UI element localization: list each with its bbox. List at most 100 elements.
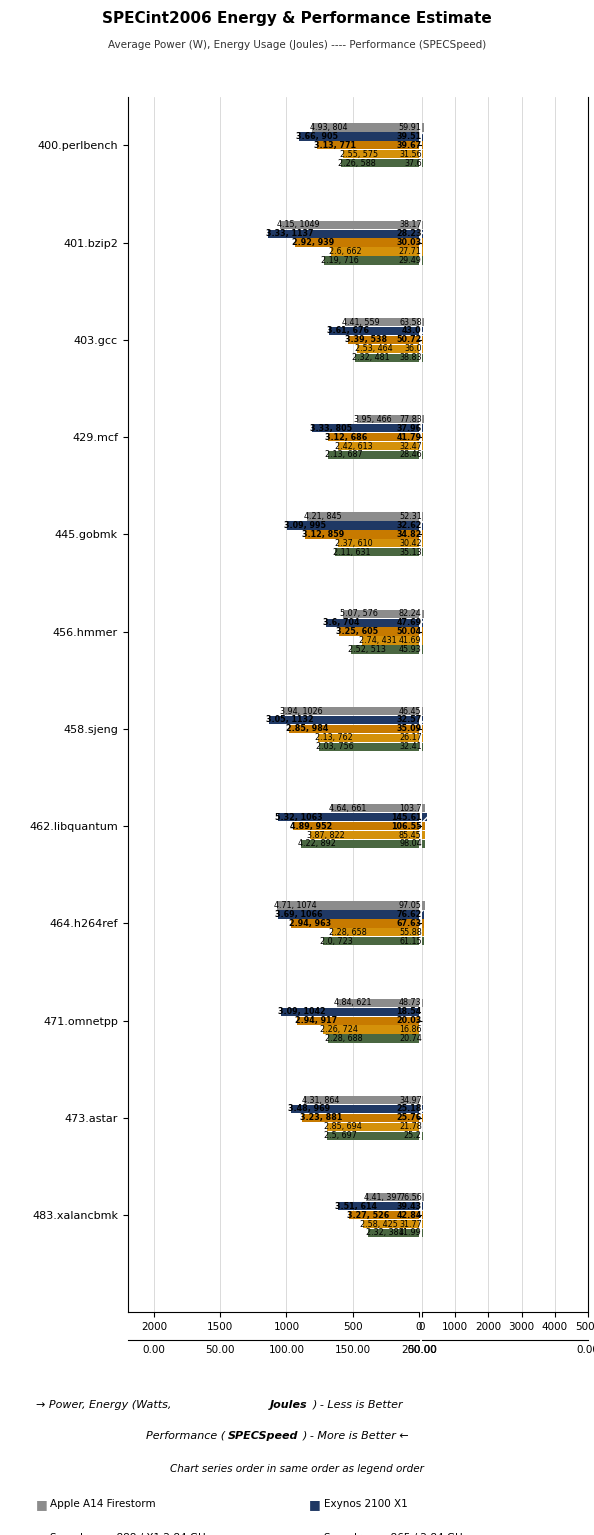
- Bar: [422, 645, 424, 654]
- Text: 3.39, 538: 3.39, 538: [345, 335, 387, 344]
- Bar: [327, 1131, 419, 1141]
- Text: ■: ■: [309, 1498, 321, 1510]
- Bar: [422, 619, 424, 626]
- Text: 97.05: 97.05: [399, 901, 422, 910]
- Bar: [422, 708, 424, 715]
- Bar: [422, 637, 423, 645]
- Text: 2.85, 984: 2.85, 984: [286, 725, 328, 734]
- Text: 16.86: 16.86: [399, 1025, 422, 1035]
- Text: 3.66, 905: 3.66, 905: [296, 132, 339, 141]
- Text: 5.32, 1063: 5.32, 1063: [276, 812, 323, 821]
- Bar: [343, 150, 419, 158]
- Bar: [422, 1096, 423, 1104]
- Text: 4.41, 559: 4.41, 559: [342, 318, 380, 327]
- Bar: [338, 539, 419, 548]
- Text: 30.42: 30.42: [399, 539, 422, 548]
- Bar: [301, 840, 419, 849]
- Bar: [422, 513, 424, 520]
- Text: 85.45: 85.45: [399, 830, 422, 840]
- Text: 76.62: 76.62: [396, 910, 422, 919]
- Bar: [422, 1193, 424, 1202]
- Bar: [310, 830, 419, 840]
- Bar: [422, 1211, 423, 1219]
- Bar: [422, 451, 423, 459]
- Text: 4.31, 864: 4.31, 864: [302, 1096, 339, 1105]
- Text: 31.56: 31.56: [399, 150, 422, 158]
- Bar: [422, 901, 425, 910]
- Text: 47.69: 47.69: [397, 619, 422, 628]
- Text: 55.88: 55.88: [399, 927, 422, 936]
- Bar: [422, 936, 424, 946]
- Text: 63.58: 63.58: [399, 318, 422, 327]
- Bar: [422, 414, 424, 424]
- Text: 2.13, 762: 2.13, 762: [315, 734, 353, 743]
- Text: 2.37, 610: 2.37, 610: [336, 539, 373, 548]
- Text: 3.25, 605: 3.25, 605: [336, 628, 378, 635]
- Bar: [422, 1230, 423, 1237]
- Bar: [422, 160, 423, 167]
- Text: 67.63: 67.63: [397, 919, 422, 927]
- Bar: [422, 548, 423, 556]
- Text: 25.76: 25.76: [396, 1113, 422, 1122]
- Text: 27.71: 27.71: [399, 247, 422, 256]
- Bar: [337, 1202, 419, 1211]
- Text: ■: ■: [309, 1532, 321, 1535]
- Bar: [357, 414, 419, 424]
- Bar: [355, 353, 419, 362]
- Text: SPECSpeed: SPECSpeed: [228, 1431, 299, 1441]
- Bar: [329, 327, 419, 335]
- Text: 45.93: 45.93: [399, 645, 422, 654]
- Text: 29.49: 29.49: [399, 256, 422, 266]
- Text: 2.6, 662: 2.6, 662: [328, 247, 361, 256]
- Text: 25.18: 25.18: [396, 1105, 422, 1113]
- Text: 2.32, 381: 2.32, 381: [366, 1228, 403, 1237]
- Bar: [422, 345, 423, 353]
- Bar: [290, 1105, 419, 1113]
- Bar: [422, 821, 425, 830]
- Text: 37.96: 37.96: [397, 424, 422, 433]
- Bar: [422, 433, 423, 441]
- Text: 4.64, 661: 4.64, 661: [328, 804, 366, 814]
- Bar: [422, 919, 424, 927]
- Bar: [312, 424, 419, 433]
- Text: 32.62: 32.62: [396, 520, 422, 530]
- Text: 4.21, 845: 4.21, 845: [304, 513, 342, 520]
- Text: 32.47: 32.47: [399, 442, 422, 450]
- Text: ■: ■: [36, 1498, 48, 1510]
- Text: 21.78: 21.78: [399, 1122, 422, 1131]
- Bar: [349, 1211, 419, 1219]
- Text: 2.32, 481: 2.32, 481: [352, 353, 390, 362]
- Bar: [305, 1096, 419, 1104]
- Bar: [307, 513, 419, 520]
- Bar: [422, 840, 425, 849]
- Text: 30.03: 30.03: [397, 238, 422, 247]
- Bar: [328, 433, 419, 441]
- Text: 3.48, 969: 3.48, 969: [288, 1105, 330, 1113]
- Bar: [422, 132, 423, 141]
- Text: Snapdragon 865 / 2.84 GHz: Snapdragon 865 / 2.84 GHz: [324, 1533, 468, 1535]
- Text: Joules: Joules: [270, 1400, 308, 1411]
- Text: 2.11, 631: 2.11, 631: [333, 548, 370, 557]
- Bar: [280, 221, 419, 229]
- Text: 4.71, 1074: 4.71, 1074: [274, 901, 317, 910]
- Bar: [422, 910, 424, 918]
- Text: 3.23, 881: 3.23, 881: [299, 1113, 342, 1122]
- Text: 4.89, 952: 4.89, 952: [290, 821, 333, 830]
- Text: 61.15: 61.15: [399, 936, 422, 946]
- Bar: [422, 830, 425, 840]
- Bar: [318, 734, 419, 741]
- Text: 37.6: 37.6: [404, 158, 422, 167]
- Bar: [305, 530, 419, 539]
- Bar: [422, 442, 423, 450]
- Bar: [366, 1193, 419, 1202]
- Text: 52.31: 52.31: [399, 513, 422, 520]
- Text: 2.85, 694: 2.85, 694: [324, 1122, 362, 1131]
- Text: 3.94, 1026: 3.94, 1026: [280, 706, 323, 715]
- Text: 39.67: 39.67: [397, 141, 422, 150]
- Bar: [422, 814, 426, 821]
- Bar: [302, 1114, 419, 1122]
- Text: 77.83: 77.83: [399, 414, 422, 424]
- Bar: [422, 221, 423, 229]
- Text: 3.33, 805: 3.33, 805: [309, 424, 352, 433]
- Bar: [328, 451, 419, 459]
